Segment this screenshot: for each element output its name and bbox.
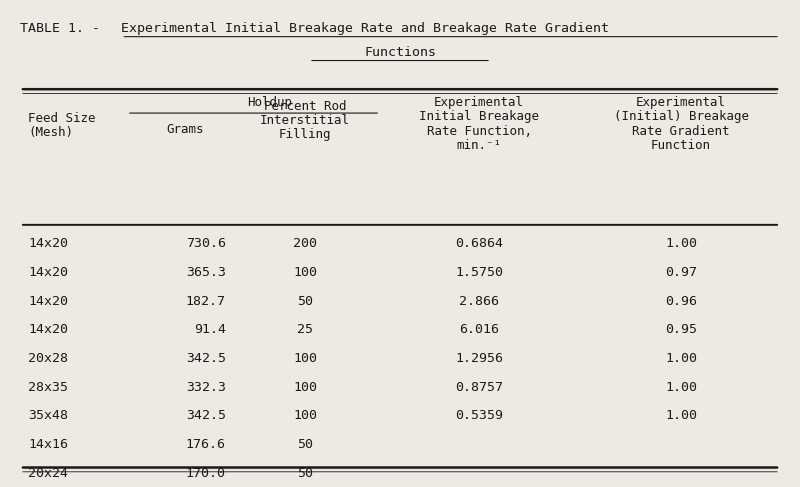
Text: 0.5359: 0.5359: [455, 409, 503, 422]
Text: 342.5: 342.5: [186, 352, 226, 365]
Text: 365.3: 365.3: [186, 266, 226, 279]
Text: 50: 50: [297, 467, 313, 480]
Text: 6.016: 6.016: [459, 323, 499, 336]
Text: Experimental: Experimental: [434, 96, 524, 109]
Text: 100: 100: [293, 352, 317, 365]
Text: 50: 50: [297, 295, 313, 308]
Text: (Mesh): (Mesh): [28, 126, 73, 139]
Text: 1.00: 1.00: [665, 380, 697, 393]
Text: 14x20: 14x20: [28, 295, 68, 308]
Text: 0.95: 0.95: [665, 323, 697, 336]
Text: 14x20: 14x20: [28, 266, 68, 279]
Text: 1.00: 1.00: [665, 352, 697, 365]
Text: min.⁻¹: min.⁻¹: [457, 139, 502, 152]
Text: 332.3: 332.3: [186, 380, 226, 393]
Text: Initial Breakage: Initial Breakage: [419, 110, 539, 123]
Text: 0.6864: 0.6864: [455, 237, 503, 250]
Text: 50: 50: [297, 438, 313, 451]
Text: Feed Size: Feed Size: [28, 112, 95, 125]
Text: 20x28: 20x28: [28, 352, 68, 365]
Text: 35x48: 35x48: [28, 409, 68, 422]
Text: 100: 100: [293, 409, 317, 422]
Text: 1.2956: 1.2956: [455, 352, 503, 365]
Text: 1.00: 1.00: [665, 237, 697, 250]
Text: 200: 200: [293, 237, 317, 250]
Text: Holdup: Holdup: [247, 96, 292, 109]
Text: 170.0: 170.0: [186, 467, 226, 480]
Text: 100: 100: [293, 266, 317, 279]
Text: 1.00: 1.00: [665, 409, 697, 422]
Text: 176.6: 176.6: [186, 438, 226, 451]
Text: Function: Function: [651, 139, 711, 152]
Text: Filling: Filling: [278, 129, 331, 141]
Text: 730.6: 730.6: [186, 237, 226, 250]
Text: 2.866: 2.866: [459, 295, 499, 308]
Text: 182.7: 182.7: [186, 295, 226, 308]
Text: 0.97: 0.97: [665, 266, 697, 279]
Text: 91.4: 91.4: [194, 323, 226, 336]
Text: 14x16: 14x16: [28, 438, 68, 451]
Text: 0.8757: 0.8757: [455, 380, 503, 393]
Text: 25: 25: [297, 323, 313, 336]
Text: 20x24: 20x24: [28, 467, 68, 480]
Text: 14x20: 14x20: [28, 237, 68, 250]
Text: 0.96: 0.96: [665, 295, 697, 308]
Text: 342.5: 342.5: [186, 409, 226, 422]
Text: Grams: Grams: [166, 123, 204, 135]
Text: Functions: Functions: [364, 46, 436, 59]
Text: Experimental Initial Breakage Rate and Breakage Rate Gradient: Experimental Initial Breakage Rate and B…: [122, 22, 610, 36]
Text: 100: 100: [293, 380, 317, 393]
Text: Interstitial: Interstitial: [260, 114, 350, 127]
Text: 28x35: 28x35: [28, 380, 68, 393]
Text: TABLE 1. -: TABLE 1. -: [20, 22, 108, 36]
Text: 1.5750: 1.5750: [455, 266, 503, 279]
Text: Rate Gradient: Rate Gradient: [632, 125, 730, 137]
Text: Rate Function,: Rate Function,: [426, 125, 532, 137]
Text: (Initial) Breakage: (Initial) Breakage: [614, 110, 749, 123]
Text: Percent Rod: Percent Rod: [264, 100, 346, 112]
Text: 14x20: 14x20: [28, 323, 68, 336]
Text: Experimental: Experimental: [636, 96, 726, 109]
